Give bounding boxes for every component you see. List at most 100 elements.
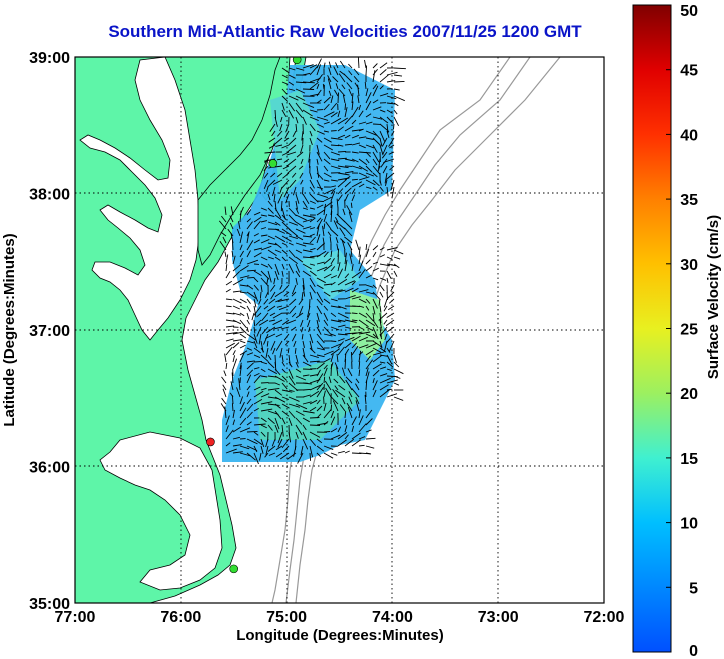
- velocity-arrow: [269, 284, 276, 292]
- velocity-arrow: [288, 382, 299, 392]
- velocity-arrow: [277, 431, 283, 444]
- velocity-arrow: [336, 198, 339, 209]
- velocity-arrow: [384, 333, 388, 341]
- velocity-arrow: [379, 74, 389, 83]
- colorbar-tick-label: 20: [680, 386, 698, 403]
- velocity-arrow: [393, 361, 400, 368]
- velocity-arrow: [253, 277, 259, 283]
- velocity-arrow: [287, 165, 297, 174]
- velocity-arrow: [393, 109, 398, 115]
- velocity-arrow: [337, 432, 348, 440]
- velocity-arrow: [337, 312, 349, 319]
- velocity-arrow: [260, 263, 269, 268]
- velocity-arrow: [239, 326, 247, 334]
- velocity-arrow: [337, 319, 346, 322]
- velocity-arrow: [282, 172, 290, 179]
- velocity-arrow: [300, 445, 304, 456]
- velocity-arrow: [232, 350, 236, 356]
- velocity-arrow: [258, 298, 262, 305]
- velocity-arrow: [323, 158, 331, 165]
- velocity-arrow: [274, 263, 280, 275]
- velocity-arrow: [330, 410, 335, 419]
- velocity-arrow: [323, 96, 331, 104]
- velocity-arrow: [355, 400, 360, 412]
- velocity-arrow: [295, 256, 304, 263]
- velocity-arrow: [337, 134, 346, 139]
- velocity-arrow: [259, 291, 262, 299]
- velocity-arrow: [358, 144, 366, 149]
- velocity-arrow: [358, 369, 361, 377]
- velocity-arrow: [274, 214, 285, 223]
- velocity-arrow: [309, 137, 313, 146]
- velocity-arrow: [339, 60, 346, 69]
- velocity-arrow: [288, 263, 295, 274]
- velocity-arrow: [393, 375, 401, 379]
- velocity-arrow: [283, 158, 290, 163]
- velocity-arrow: [386, 368, 392, 372]
- velocity-arrow: [348, 70, 353, 76]
- velocity-arrow: [239, 305, 246, 310]
- velocity-arrow: [337, 268, 344, 279]
- y-tick-label: 39:00: [29, 50, 70, 67]
- velocity-arrow: [338, 384, 346, 391]
- velocity-arrow: [345, 376, 353, 384]
- velocity-arrow: [351, 194, 356, 202]
- velocity-arrow: [253, 374, 261, 384]
- velocity-arrow: [260, 245, 272, 251]
- velocity-arrow: [269, 312, 276, 317]
- velocity-arrow: [280, 116, 283, 123]
- velocity-arrow: [364, 59, 367, 69]
- velocity-arrow: [281, 242, 288, 246]
- velocity-arrow: [246, 374, 252, 384]
- velocity-arrow: [365, 305, 370, 311]
- velocity-arrow: [263, 333, 269, 345]
- velocity-arrow: [383, 319, 388, 325]
- velocity-arrow: [358, 268, 366, 279]
- velocity-arrow: [344, 450, 350, 454]
- velocity-arrow: [372, 165, 381, 175]
- velocity-arrow: [281, 109, 287, 117]
- velocity-arrow: [393, 95, 405, 102]
- velocity-arrow: [316, 130, 325, 135]
- velocity-arrow: [358, 165, 369, 172]
- velocity-arrow: [323, 305, 329, 311]
- velocity-arrow: [246, 403, 254, 412]
- velocity-arrow: [267, 200, 273, 207]
- velocity-arrow: [246, 430, 258, 433]
- velocity-arrow: [238, 378, 241, 391]
- velocity-arrow: [351, 439, 361, 447]
- velocity-arrow: [335, 62, 339, 69]
- velocity-arrow: [388, 151, 395, 155]
- velocity-arrow: [274, 242, 282, 249]
- velocity-arrow: [364, 394, 367, 405]
- velocity-arrow: [261, 312, 269, 322]
- velocity-arrow: [267, 214, 275, 217]
- velocity-arrow: [351, 312, 358, 315]
- velocity-arrow: [270, 340, 276, 351]
- velocity-arrow: [295, 95, 306, 101]
- velocity-arrow: [323, 364, 328, 370]
- velocity-arrow: [316, 158, 319, 165]
- velocity-arrow: [365, 172, 374, 177]
- velocity-arrow: [365, 437, 376, 440]
- velocity-arrow: [316, 305, 323, 315]
- velocity-arrow: [358, 423, 367, 433]
- velocity-arrow: [281, 88, 287, 95]
- velocity-arrow: [266, 326, 276, 334]
- velocity-arrow: [348, 211, 353, 223]
- velocity-arrow: [239, 352, 245, 363]
- velocity-arrow: [265, 347, 269, 358]
- velocity-arrow: [246, 291, 257, 299]
- velocity-arrow: [365, 113, 372, 118]
- velocity-arrow: [382, 165, 388, 174]
- velocity-arrow: [275, 340, 283, 351]
- velocity-arrow: [389, 144, 395, 149]
- velocity-arrow: [239, 396, 244, 405]
- velocity-arrow: [260, 270, 270, 280]
- velocity-arrow: [309, 236, 316, 244]
- velocity-arrow: [351, 151, 359, 154]
- velocity-arrow: [337, 341, 344, 349]
- velocity-arrow: [221, 215, 227, 223]
- velocity-arrow: [221, 397, 227, 405]
- velocity-arrow: [281, 256, 287, 262]
